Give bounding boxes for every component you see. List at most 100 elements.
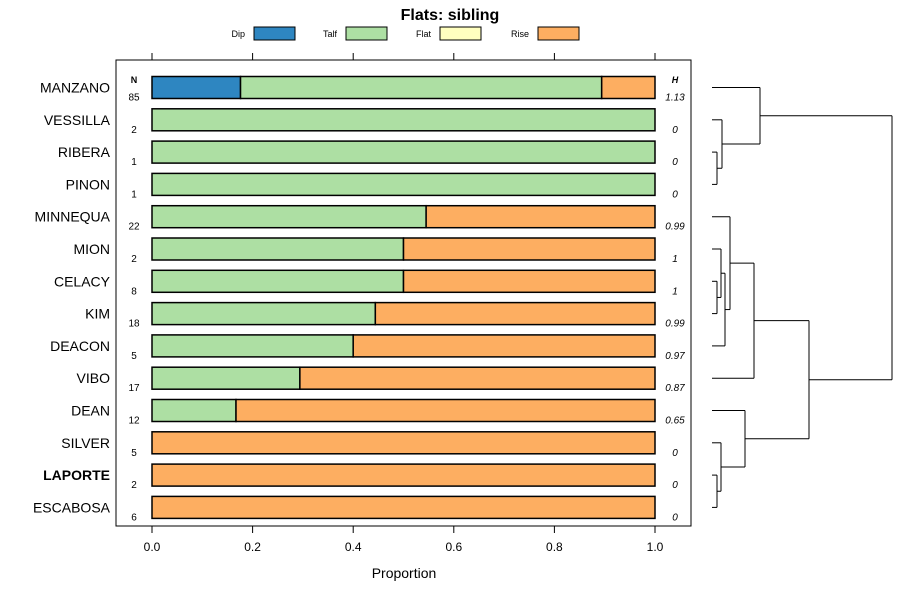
n-value: 18	[128, 319, 140, 330]
n-value: 8	[131, 286, 137, 297]
n-value: 85	[128, 93, 140, 104]
category-label: LAPORTE	[43, 467, 110, 483]
n-value: 2	[131, 125, 137, 136]
category-label: CELACY	[54, 273, 111, 289]
n-value: 17	[128, 383, 140, 394]
n-value: 1	[131, 189, 137, 200]
x-axis-label: Proportion	[372, 565, 437, 581]
legend-label-talf: Talf	[323, 29, 338, 39]
legend-label-rise: Rise	[511, 29, 529, 39]
row-pinon: PINON 1 0	[66, 172, 678, 200]
x-axis: 0.0 0.2 0.4 0.6 0.8 1.0	[144, 526, 664, 554]
bar-segment-rise	[352, 334, 656, 358]
category-label: MANZANO	[40, 80, 110, 96]
bar-segment-rise	[425, 204, 656, 229]
chart-title: Flats: sibling	[401, 7, 500, 24]
category-label: KIM	[85, 306, 110, 322]
plot-frame	[115, 59, 692, 527]
h-value: 1	[672, 286, 678, 297]
row-kim: KIM 18 0.99	[85, 301, 685, 330]
bar-segment-talf	[151, 204, 427, 229]
n-value: 12	[128, 416, 140, 427]
h-value: 0	[672, 480, 678, 491]
h-value: 0	[672, 125, 678, 136]
row-minnequa: MINNEQUA 22 0.99	[35, 204, 685, 233]
x-tick-label: 0.4	[345, 540, 362, 554]
h-value: 0.65	[665, 416, 685, 427]
n-value: 1	[131, 157, 137, 168]
dendrogram	[712, 87, 893, 508]
h-value: 0	[672, 157, 678, 168]
n-value: 22	[128, 222, 140, 233]
h-value: 0.97	[665, 351, 685, 362]
legend-swatch-talf	[345, 26, 388, 41]
bar-segment-rise	[402, 269, 656, 294]
h-value: 0.87	[665, 383, 685, 394]
row-manzano: MANZANO 85 1.13	[40, 75, 685, 104]
x-tick-label: 0.0	[144, 540, 161, 554]
bar-segment-talf	[151, 398, 237, 423]
bar-segment-rise	[151, 431, 656, 455]
category-label: SILVER	[61, 435, 110, 451]
h-value: 1.13	[665, 93, 685, 104]
row-ribera: RIBERA 1 0	[58, 140, 678, 168]
bar-segment-talf	[151, 237, 405, 261]
bar-segment-talf	[151, 366, 301, 390]
bar-segment-rise	[299, 366, 656, 390]
bar-segment-rise	[235, 398, 656, 423]
x-tick-label: 0.6	[445, 540, 462, 554]
h-value: 0	[672, 512, 678, 523]
bar-segment-talf	[151, 108, 656, 132]
bar-segment-rise	[151, 495, 656, 520]
legend-swatch-flat	[439, 26, 482, 41]
bar-segment-rise	[151, 463, 656, 487]
x-tick-label: 0.2	[244, 540, 261, 554]
x-tick-label: 0.8	[546, 540, 563, 554]
bar-segment-dip	[151, 75, 242, 100]
bar-segment-talf	[151, 334, 354, 358]
bar-segment-rise	[600, 75, 656, 100]
row-dean: DEAN 12 0.65	[71, 398, 685, 427]
row-laporte: LAPORTE 2 0	[43, 463, 678, 491]
category-label: DEACON	[50, 338, 110, 354]
row-silver: SILVER 5 0	[61, 431, 678, 459]
legend-swatch-rise	[537, 26, 580, 41]
row-mion: MION 2 1	[73, 237, 678, 265]
h-column-header: H	[672, 75, 679, 85]
legend-label-dip: Dip	[231, 29, 245, 39]
category-label: MION	[73, 241, 110, 257]
category-label: DEAN	[71, 403, 110, 419]
top-axis-ticks	[151, 53, 656, 60]
category-label: MINNEQUA	[35, 209, 111, 225]
category-label: VESSILLA	[44, 112, 111, 128]
legend: Dip Talf Flat Rise	[231, 26, 580, 41]
h-value: 1	[672, 254, 678, 265]
h-value: 0	[672, 448, 678, 459]
h-value: 0.99	[665, 222, 685, 233]
x-tick-label: 1.0	[647, 540, 664, 554]
bar-segment-talf	[151, 172, 656, 197]
row-vessilla: VESSILLA 2 0	[44, 108, 678, 136]
row-celacy: CELACY 8 1	[54, 269, 678, 297]
bar-segment-rise	[374, 301, 656, 326]
row-vibo: VIBO 17 0.87	[77, 366, 685, 394]
h-value: 0	[672, 189, 678, 200]
category-label: VIBO	[77, 370, 111, 386]
n-value: 2	[131, 254, 137, 265]
category-label: PINON	[66, 176, 110, 192]
bar-segment-talf	[151, 301, 377, 326]
bar-segment-talf	[239, 75, 603, 100]
n-value: 5	[131, 448, 137, 459]
category-label: ESCABOSA	[33, 499, 111, 515]
bar-segment-talf	[151, 269, 405, 294]
h-value: 0.99	[665, 319, 685, 330]
n-value: 6	[131, 512, 137, 523]
bar-segment-talf	[151, 140, 656, 164]
n-column-header: N	[131, 75, 138, 85]
n-value: 2	[131, 480, 137, 491]
n-value: 5	[131, 351, 137, 362]
category-label: RIBERA	[58, 144, 111, 160]
row-escabosa: ESCABOSA 6 0	[33, 495, 678, 523]
